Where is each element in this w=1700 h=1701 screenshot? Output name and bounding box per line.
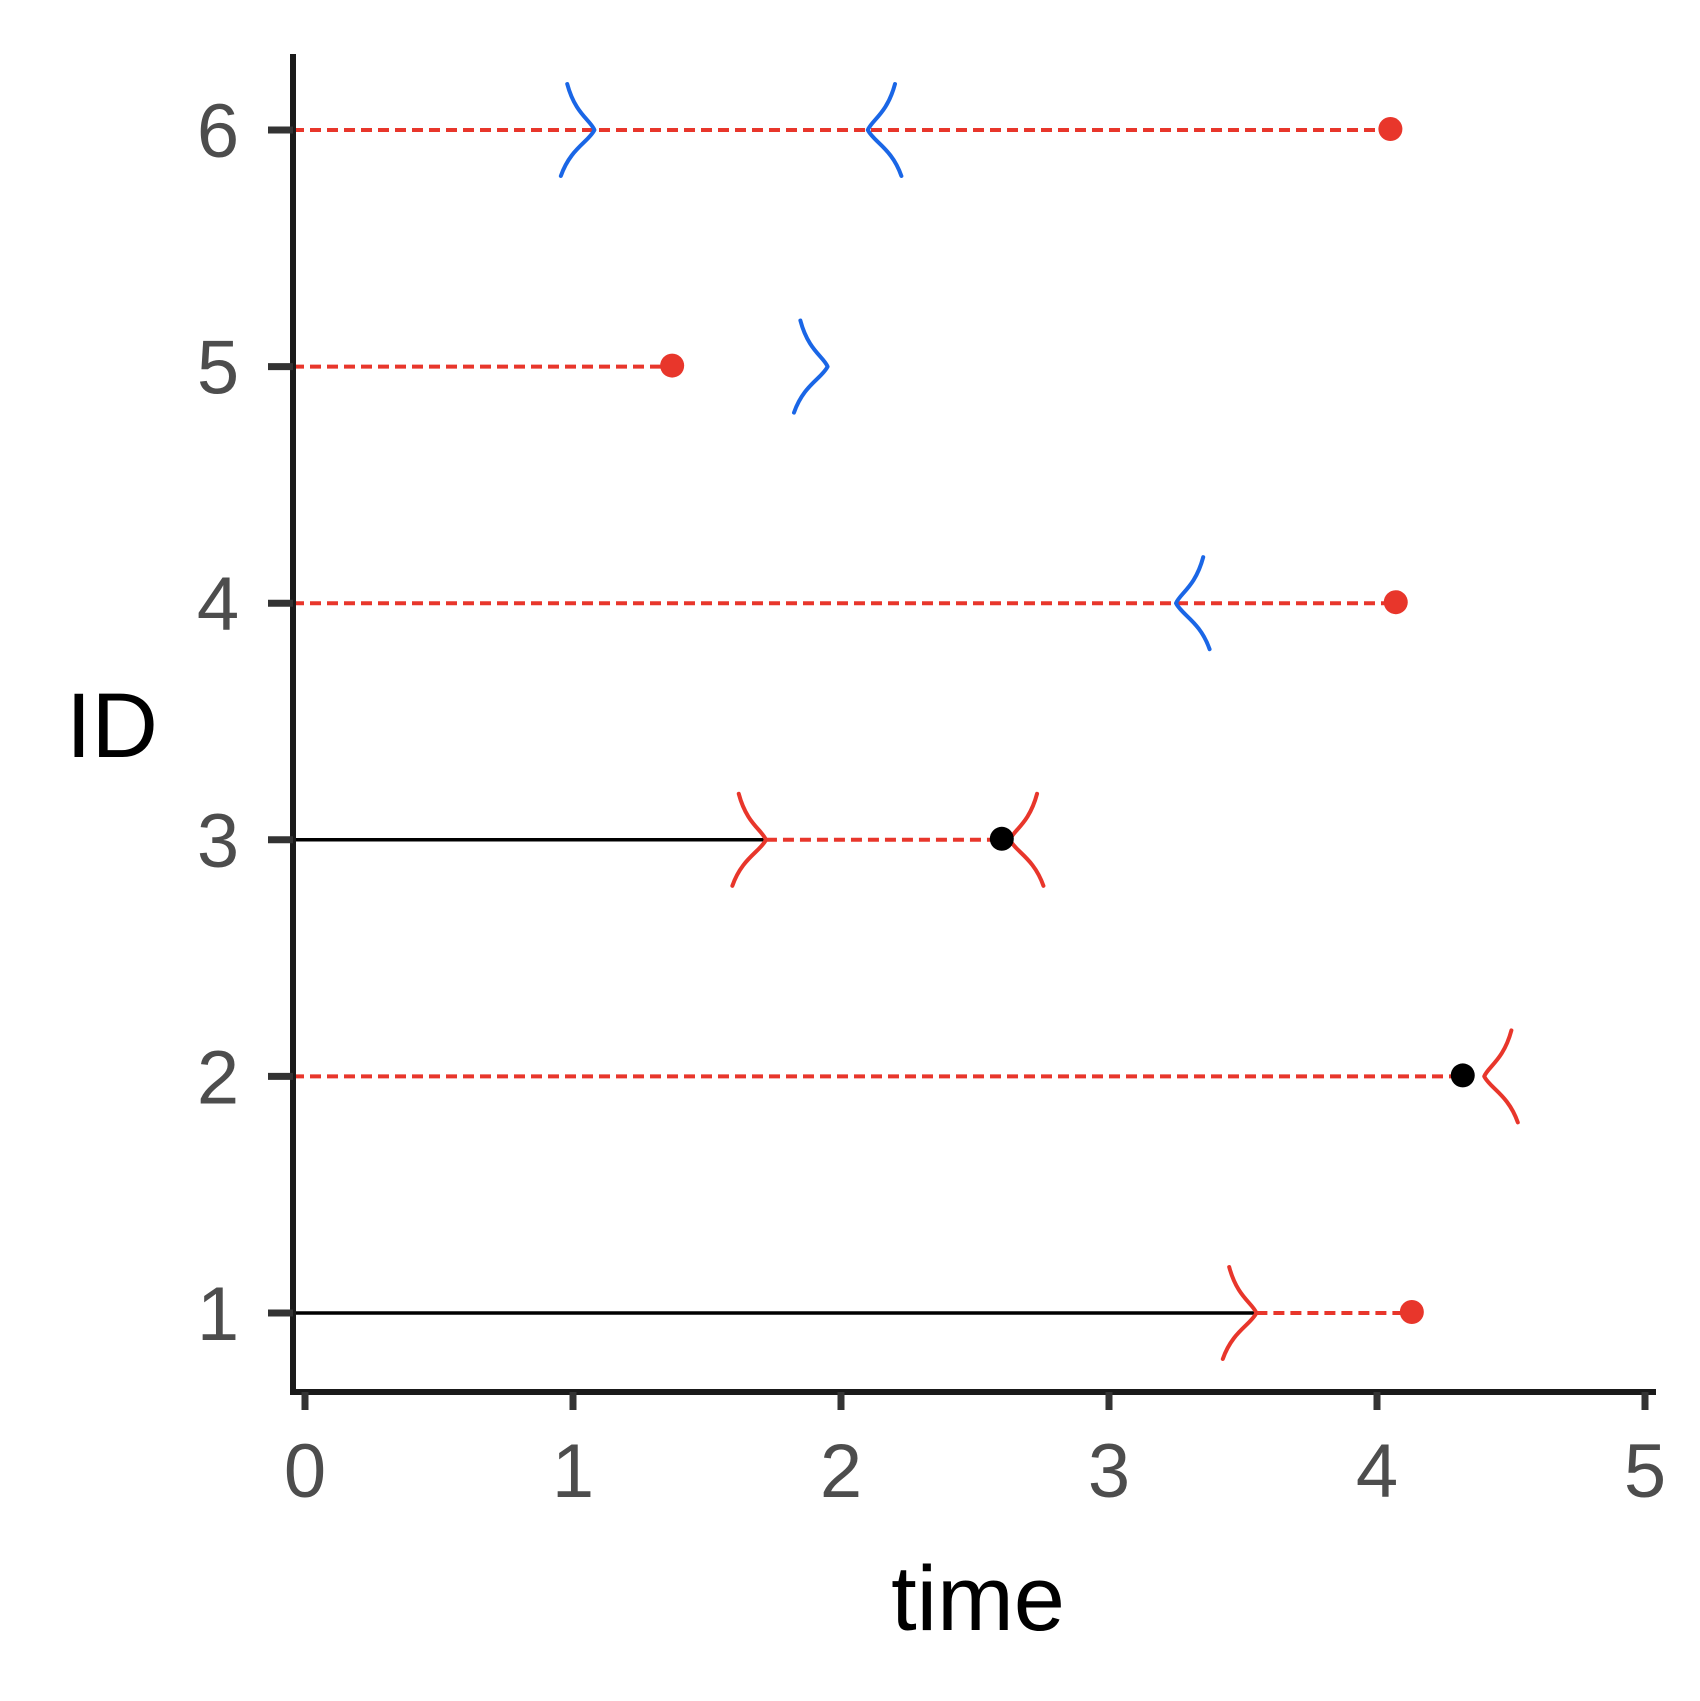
bracket-left-2-0 <box>1482 1028 1520 1125</box>
bracket-left-6-1 <box>865 82 904 178</box>
event-dot-4 <box>1383 590 1408 615</box>
x-tick-label-3: 3 <box>1088 1429 1130 1514</box>
bracket-right-3-0 <box>730 791 768 888</box>
x-axis-title: time <box>891 1548 1065 1650</box>
x-tick-label-0: 0 <box>284 1429 326 1514</box>
event-dot-1 <box>1399 1300 1424 1324</box>
bracket-left-3-1 <box>1007 791 1046 888</box>
plot-area <box>293 82 1520 1361</box>
subject-6 <box>293 82 1403 178</box>
event-dot-6 <box>1378 117 1403 141</box>
subject-4 <box>293 555 1408 652</box>
x-tick-label-1: 1 <box>552 1429 594 1514</box>
y-tick-label-1: 1 <box>197 1272 239 1357</box>
axes <box>290 54 1656 1395</box>
y-tick-label-6: 6 <box>197 89 239 174</box>
event-dot-3 <box>989 826 1014 851</box>
y-tick-label-4: 4 <box>197 562 239 647</box>
event-dot-5 <box>660 353 685 378</box>
y-tick-label-3: 3 <box>197 799 239 884</box>
bracket-right-1-0 <box>1220 1265 1259 1361</box>
y-tick-label-5: 5 <box>197 326 239 411</box>
x-tick-label-4: 4 <box>1356 1429 1398 1514</box>
subject-3 <box>293 791 1046 888</box>
x-tick-label-2: 2 <box>820 1429 862 1514</box>
bracket-right-5-0 <box>792 318 830 415</box>
bracket-left-4-0 <box>1174 555 1212 652</box>
y-tick-label-2: 2 <box>197 1035 239 1120</box>
event-dot-2 <box>1450 1063 1475 1088</box>
subject-2 <box>293 1028 1520 1125</box>
x-tick-label-5: 5 <box>1624 1429 1666 1514</box>
bracket-right-6-0 <box>558 82 597 178</box>
y-axis-title: ID <box>66 675 158 777</box>
subject-5 <box>293 318 830 415</box>
subject-1 <box>293 1265 1424 1361</box>
